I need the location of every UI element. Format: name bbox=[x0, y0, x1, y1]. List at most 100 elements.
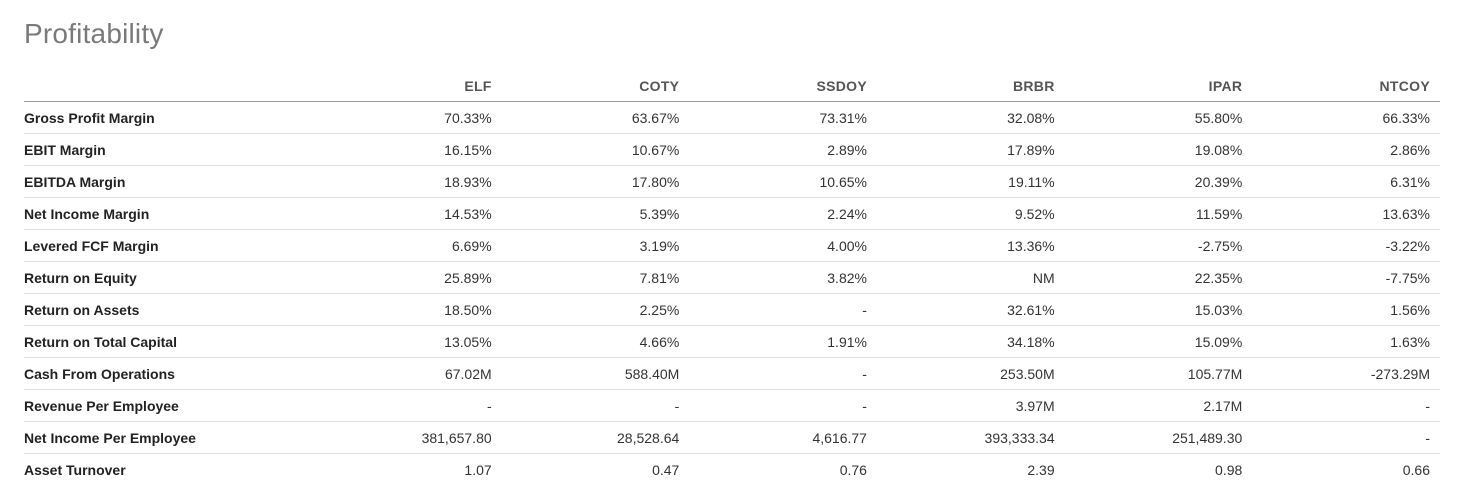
table-cell: 381,657.80 bbox=[314, 421, 502, 454]
page-title: Profitability bbox=[24, 18, 164, 49]
table-cell: - bbox=[689, 357, 877, 390]
table-cell: 251,489.30 bbox=[1064, 421, 1253, 454]
table-cell: 13.36% bbox=[876, 229, 1065, 262]
table-cell: 70.33% bbox=[314, 101, 502, 134]
table-cell: 1.91% bbox=[689, 325, 877, 358]
row-label: Gross Profit Margin bbox=[24, 101, 314, 134]
row-label: Return on Assets bbox=[24, 293, 314, 326]
table-cell: 63.67% bbox=[501, 101, 690, 134]
table-cell: 588.40M bbox=[501, 357, 690, 390]
table-cell: 0.47 bbox=[652, 461, 680, 478]
table-cell: - bbox=[314, 389, 502, 422]
table-cell: 67.02M bbox=[314, 357, 502, 390]
table-cell: 66.33% bbox=[1252, 101, 1440, 134]
table-cell: 10.65% bbox=[689, 165, 877, 198]
table-row: Revenue Per Employee - - - 3.97M 2.17M - bbox=[24, 389, 1440, 422]
row-label: Net Income Margin bbox=[24, 197, 314, 230]
row-label: EBITDA Margin bbox=[24, 165, 314, 198]
row-label: Return on Total Capital bbox=[24, 325, 314, 358]
table-cell: 1.63% bbox=[1252, 325, 1440, 358]
table-cell: - bbox=[689, 389, 877, 422]
table-cell: 13.05% bbox=[314, 325, 502, 358]
table-cell: NM bbox=[876, 261, 1065, 294]
column-header-elf[interactable]: ELF bbox=[314, 70, 502, 102]
table-cell: 2.24% bbox=[689, 197, 877, 230]
header-row: ELF COTY SSDOY BRBR IPAR NTCOY bbox=[24, 70, 1440, 102]
row-label: Asset Turnover bbox=[24, 461, 126, 478]
column-header-coty[interactable]: COTY bbox=[501, 70, 690, 102]
table-cell: 0.98 bbox=[1215, 461, 1243, 478]
table-cell: 34.18% bbox=[876, 325, 1065, 358]
table-cell: 105.77M bbox=[1064, 357, 1253, 390]
table-cell: 3.97M bbox=[876, 389, 1065, 422]
table-cell: 393,333.34 bbox=[876, 421, 1065, 454]
table-cell: 2.25% bbox=[501, 293, 690, 326]
table-row: Asset Turnover 1.07 0.47 0.76 2.39 0.98 … bbox=[24, 454, 1440, 486]
table-row: Net Income Per Employee 381,657.80 28,52… bbox=[24, 421, 1440, 454]
table-cell: 11.59% bbox=[1064, 197, 1253, 230]
column-header-ssdoy[interactable]: SSDOY bbox=[689, 70, 877, 102]
table-cell: - bbox=[689, 293, 877, 326]
table-cell: 22.35% bbox=[1064, 261, 1253, 294]
table-cell: 2.89% bbox=[689, 133, 877, 166]
table-row: Cash From Operations 67.02M 588.40M - 25… bbox=[24, 357, 1440, 390]
table-cell: 16.15% bbox=[314, 133, 502, 166]
table-cell: 17.80% bbox=[501, 165, 690, 198]
table-cell: 2.86% bbox=[1252, 133, 1440, 166]
table-cell: - bbox=[501, 389, 690, 422]
table-row: EBITDA Margin 18.93% 17.80% 10.65% 19.11… bbox=[24, 165, 1440, 198]
table-cell: 2.17M bbox=[1064, 389, 1253, 422]
column-header-ipar[interactable]: IPAR bbox=[1064, 70, 1253, 102]
table-cell: 73.31% bbox=[689, 101, 877, 134]
table-cell: -273.29M bbox=[1252, 357, 1440, 390]
table-header: ELF COTY SSDOY BRBR IPAR NTCOY bbox=[24, 70, 1440, 102]
table-row: Return on Assets 18.50% 2.25% - 32.61% 1… bbox=[24, 293, 1440, 326]
table-cell: - bbox=[1252, 421, 1440, 454]
table-row: EBIT Margin 16.15% 10.67% 2.89% 17.89% 1… bbox=[24, 133, 1440, 166]
table-cell: 2.39 bbox=[1027, 461, 1055, 478]
table-cell: 28,528.64 bbox=[501, 421, 690, 454]
table-cell: 253.50M bbox=[876, 357, 1065, 390]
table-row: Return on Total Capital 13.05% 4.66% 1.9… bbox=[24, 325, 1440, 358]
table-cell: 15.09% bbox=[1064, 325, 1253, 358]
row-label: Return on Equity bbox=[24, 261, 314, 294]
table-cell: 5.39% bbox=[501, 197, 690, 230]
table-cell: 0.76 bbox=[839, 461, 867, 478]
table-cell: 1.56% bbox=[1252, 293, 1440, 326]
label-column-header bbox=[24, 70, 314, 102]
row-label: Net Income Per Employee bbox=[24, 421, 314, 454]
profitability-table: ELF COTY SSDOY BRBR IPAR NTCOY Gross Pro… bbox=[24, 70, 1440, 485]
table-cell: -7.75% bbox=[1252, 261, 1440, 294]
table-cell: 19.08% bbox=[1064, 133, 1253, 166]
table-row: Net Income Margin 14.53% 5.39% 2.24% 9.5… bbox=[24, 197, 1440, 230]
table-row: Levered FCF Margin 6.69% 3.19% 4.00% 13.… bbox=[24, 229, 1440, 262]
table-cell: 3.19% bbox=[501, 229, 690, 262]
table-cell: 32.08% bbox=[876, 101, 1065, 134]
table-cell: - bbox=[1252, 389, 1440, 422]
table-row: Gross Profit Margin 70.33% 63.67% 73.31%… bbox=[24, 101, 1440, 134]
table-cell: 17.89% bbox=[876, 133, 1065, 166]
table-cell: 4.00% bbox=[689, 229, 877, 262]
table-cell: 20.39% bbox=[1064, 165, 1253, 198]
table-cell: 3.82% bbox=[689, 261, 877, 294]
table-cell: 25.89% bbox=[314, 261, 502, 294]
table-cell: 7.81% bbox=[501, 261, 690, 294]
table-cell: 0.66 bbox=[1402, 461, 1430, 478]
table-cell: 9.52% bbox=[876, 197, 1065, 230]
table-cell: 4.66% bbox=[501, 325, 690, 358]
table-cell: 32.61% bbox=[876, 293, 1065, 326]
table-cell: 6.31% bbox=[1252, 165, 1440, 198]
table-body: Gross Profit Margin 70.33% 63.67% 73.31%… bbox=[24, 101, 1440, 486]
table-cell: 19.11% bbox=[876, 165, 1065, 198]
table-cell: 18.50% bbox=[314, 293, 502, 326]
table-cell: 13.63% bbox=[1252, 197, 1440, 230]
row-label: Revenue Per Employee bbox=[24, 389, 314, 422]
column-header-brbr[interactable]: BRBR bbox=[876, 70, 1065, 102]
row-label: Levered FCF Margin bbox=[24, 229, 314, 262]
table-cell: 55.80% bbox=[1064, 101, 1253, 134]
table-row: Return on Equity 25.89% 7.81% 3.82% NM 2… bbox=[24, 261, 1440, 294]
table-cell: 4,616.77 bbox=[689, 421, 877, 454]
table-cell: 14.53% bbox=[314, 197, 502, 230]
table-cell: 1.07 bbox=[464, 461, 492, 478]
column-header-ntcoy[interactable]: NTCOY bbox=[1252, 70, 1440, 102]
